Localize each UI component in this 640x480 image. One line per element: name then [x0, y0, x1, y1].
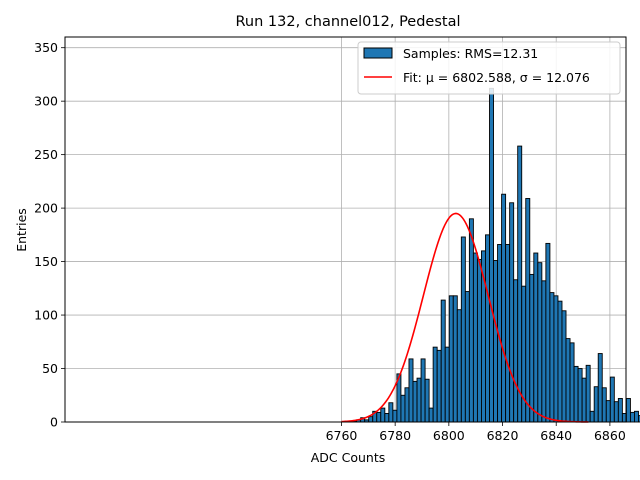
histogram-bar	[638, 415, 640, 423]
histogram-bar	[577, 368, 583, 423]
legend: Samples: RMS=12.31 Fit: μ = 6802.588, σ …	[357, 41, 621, 95]
histogram-bar	[501, 193, 507, 423]
histogram-bar	[493, 260, 499, 423]
x-axis-ticks: 6760 6780 6800 6820 6840 6860	[326, 422, 626, 443]
histogram-bar	[388, 402, 394, 423]
histogram-bar	[468, 218, 474, 423]
histogram-bar	[617, 398, 623, 423]
histogram-bar	[525, 198, 531, 423]
histogram-bar	[489, 87, 494, 423]
legend-fit-label: Fit: μ = 6802.588, σ = 12.076	[403, 70, 590, 85]
y-tick-label: 100	[34, 308, 58, 323]
y-tick-label: 350	[34, 40, 58, 55]
histogram-bar	[517, 145, 523, 423]
histogram-bar	[392, 409, 398, 423]
histogram-bar	[609, 376, 615, 423]
histogram-bar	[597, 353, 603, 423]
histogram-bar	[400, 394, 406, 423]
histogram-bar	[416, 377, 422, 423]
y-tick-label: 50	[42, 361, 58, 376]
histogram-bar	[565, 338, 571, 423]
histogram-bar	[428, 407, 434, 423]
histogram-bar	[634, 410, 639, 423]
plot-frame	[64, 36, 627, 423]
gaussian-fit-curve	[341, 212, 589, 423]
histogram-bar	[589, 410, 595, 423]
histogram-bar	[440, 299, 446, 423]
histogram-bar	[420, 358, 426, 423]
legend-histogram-label: Samples: RMS=12.31	[403, 46, 538, 61]
x-axis-label: ADC Counts	[311, 450, 386, 465]
y-tick-label: 0	[50, 415, 58, 430]
histogram-bar	[629, 411, 635, 423]
histogram-bar	[408, 358, 414, 423]
histogram-bar	[549, 292, 555, 423]
y-axis-label: Entries	[14, 208, 29, 252]
chart-title: Run 132, channel012, Pedestal	[235, 14, 460, 30]
histogram-bar	[605, 400, 611, 423]
histogram-bars	[352, 87, 640, 423]
x-tick-label: 6840	[540, 428, 572, 443]
histogram-bar	[585, 364, 591, 423]
histogram-bar	[533, 252, 539, 423]
histogram-bar	[613, 401, 619, 423]
histogram-bar	[513, 279, 519, 423]
x-tick-label: 6800	[433, 428, 465, 443]
histogram-bar	[464, 291, 470, 423]
histogram-bar	[368, 416, 374, 423]
histogram-bar	[569, 342, 575, 423]
histogram-bar	[452, 295, 458, 423]
histogram-bar	[557, 300, 563, 423]
histogram-bar	[472, 252, 478, 423]
y-tick-label: 200	[34, 201, 58, 216]
y-axis-ticks: 0 50 100 150 200 250 300 350	[34, 40, 65, 430]
histogram-bar	[505, 244, 511, 423]
histogram-bar	[444, 346, 450, 423]
x-tick-label: 6760	[326, 428, 358, 443]
histogram-bar	[541, 280, 547, 423]
histogram-bar	[529, 273, 535, 423]
histogram-bar	[601, 387, 607, 423]
histogram-bar	[384, 412, 390, 423]
histogram-bar	[404, 387, 410, 423]
histogram-bar	[625, 398, 631, 423]
legend-box	[357, 41, 621, 95]
histogram-bar	[509, 202, 515, 423]
histogram-bar	[573, 365, 579, 423]
histogram-bar	[581, 377, 587, 423]
x-tick-label: 6860	[594, 428, 626, 443]
histogram-bar	[380, 407, 386, 423]
histogram-bar	[561, 310, 567, 423]
histogram-bar	[593, 386, 599, 423]
histogram-bar	[553, 295, 559, 423]
histogram-bar	[537, 262, 543, 423]
histogram-bar	[412, 380, 418, 423]
histogram-bar	[460, 236, 466, 423]
histogram-bar	[432, 346, 438, 423]
legend-histogram-swatch	[363, 47, 393, 59]
histogram-bar	[485, 234, 490, 423]
histogram-bar	[456, 309, 462, 423]
y-tick-label: 300	[34, 94, 58, 109]
histogram-bar	[448, 295, 454, 423]
histogram-bar	[424, 378, 430, 423]
x-tick-label: 6820	[487, 428, 519, 443]
x-tick-label: 6780	[379, 428, 411, 443]
histogram-bar	[476, 258, 482, 423]
histogram-bar	[436, 349, 442, 423]
y-tick-label: 250	[34, 147, 58, 162]
y-tick-label: 150	[34, 254, 58, 269]
histogram-bar	[376, 411, 382, 423]
histogram-bar	[545, 242, 551, 423]
